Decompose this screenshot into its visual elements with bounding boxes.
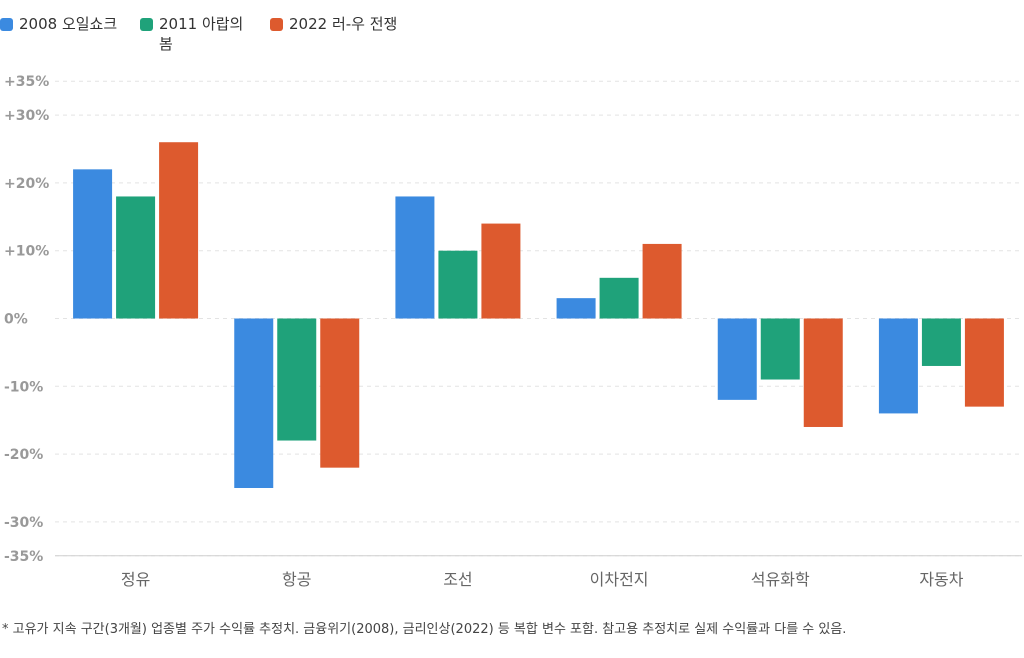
- y-tick-label: +30%: [4, 108, 49, 124]
- bar: [73, 169, 113, 319]
- legend-item-2011[interactable]: 2011 아랍의 봄: [140, 14, 270, 54]
- legend-swatch-2011: [140, 18, 153, 31]
- footnote: * 고유가 지속 구간(3개월) 업종별 주가 수익률 추정치. 금융위기(20…: [2, 622, 847, 637]
- legend-item-2008[interactable]: 2008 오일쇼크: [0, 14, 140, 34]
- x-tick-label: 항공: [282, 570, 311, 589]
- bar: [803, 318, 843, 427]
- bar: [921, 318, 961, 366]
- bar: [964, 318, 1004, 407]
- bar: [642, 243, 682, 319]
- bar: [556, 298, 596, 319]
- y-tick-label: +10%: [4, 244, 49, 260]
- legend-label-2022: 2022 러-우 전쟁: [289, 15, 398, 33]
- bar: [116, 196, 156, 319]
- y-tick-label: -10%: [4, 379, 43, 395]
- bar: [717, 318, 757, 400]
- legend-label-2011: 2011 아랍의 봄: [159, 15, 244, 53]
- y-tick-label: -30%: [4, 515, 43, 531]
- x-tick-label: 석유화학: [751, 570, 810, 589]
- y-tick-label: 0%: [4, 312, 28, 328]
- bar: [159, 142, 199, 319]
- bar-chart: +35% +30% +20% +10% 0% -10% -20% -30% -35% 정유 항공 조선…: [4, 74, 1022, 589]
- bar: [878, 318, 918, 414]
- x-tick-label: 정유: [121, 570, 150, 589]
- x-tick-label: 조선: [443, 570, 472, 589]
- y-tick-label: +35%: [4, 74, 49, 90]
- legend-item-2022[interactable]: 2022 러-우 전쟁: [270, 14, 430, 34]
- bar: [760, 318, 800, 380]
- bar: [481, 223, 521, 319]
- bar: [234, 318, 274, 488]
- bar: [599, 277, 639, 319]
- bar: [395, 196, 435, 319]
- legend-swatch-2022: [270, 18, 283, 31]
- x-tick-label: 자동차: [919, 570, 963, 589]
- legend-label-2008: 2008 오일쇼크: [19, 15, 118, 33]
- x-tick-label: 이차전지: [590, 570, 649, 589]
- y-tick-label: -20%: [4, 447, 43, 463]
- chart-legend: 2008 오일쇼크 2011 아랍의 봄 2022 러-우 전쟁: [0, 14, 430, 54]
- bar: [438, 250, 478, 319]
- bar: [277, 318, 317, 441]
- legend-swatch-2008: [0, 18, 13, 31]
- y-tick-label: -35%: [4, 549, 43, 565]
- bar: [320, 318, 360, 468]
- y-tick-label: +20%: [4, 176, 49, 192]
